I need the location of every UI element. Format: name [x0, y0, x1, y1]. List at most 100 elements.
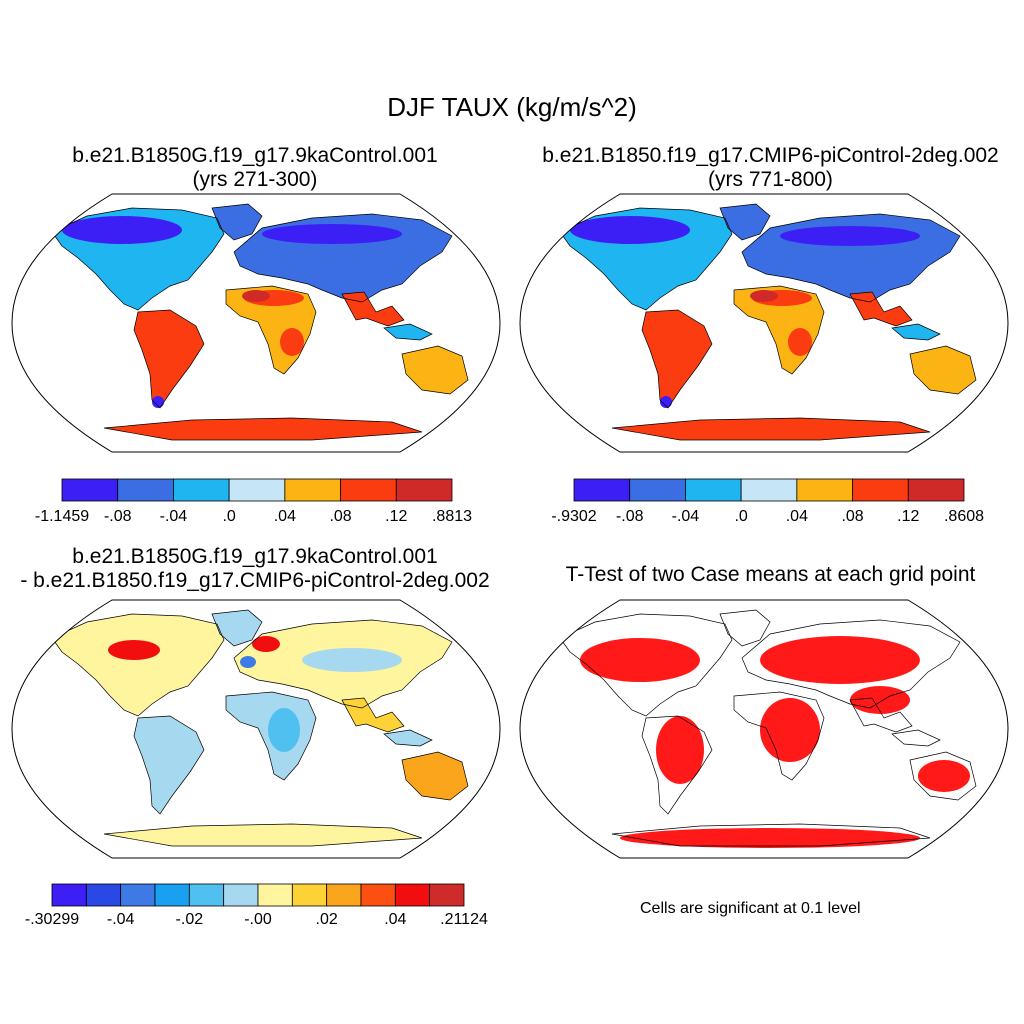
panel3-colorbar-box: [51, 883, 87, 907]
panel1-colorbar-box: [284, 478, 341, 502]
panel2-colorbar-box: [852, 478, 909, 502]
case2-sahara2: [750, 290, 778, 302]
panel3-colorbar: [51, 883, 465, 907]
ttest-na: [580, 638, 700, 682]
panel3-title-line1: b.e21.B1850G.f19_g17.9kaControl.001: [72, 545, 438, 568]
case1-amazon: [154, 322, 190, 342]
ttest-south-america-coast: [641, 715, 713, 815]
ttest-map: [519, 599, 1009, 859]
panel2-title: b.e21.B1850.f19_g17.CMIP6-piControl-2deg…: [517, 144, 1024, 192]
panel3-colorbar-box: [394, 883, 431, 907]
panel2-colorbar-label: .12: [897, 508, 920, 525]
panel2-colorbar: [573, 478, 965, 502]
case2-congo: [788, 328, 812, 356]
panel2-colorbar-box: [629, 478, 686, 502]
panel3-colorbar-box: [360, 883, 396, 907]
panel1-colorbar-label: -1.1459: [34, 508, 90, 525]
panel1-colorbar-label: .04: [273, 508, 296, 525]
difference-siberia-blue: [302, 648, 402, 672]
difference-india-seasia-coast: [341, 697, 405, 733]
panel3-title: b.e21.B1850G.f19_g17.9kaControl.001 - b.…: [10, 545, 500, 593]
case1-africa-coast: [225, 285, 317, 375]
case2-africa-coast: [733, 285, 825, 375]
panel2-colorbar-label: .0: [734, 508, 748, 525]
panel2-colorbar-label: -.08: [615, 508, 644, 525]
case1-greenland: [212, 204, 262, 240]
ttest-asia: [850, 686, 910, 714]
panel3-colorbar-label: -.00: [244, 911, 272, 928]
case2-map: [519, 193, 1009, 453]
difference-greenland: [212, 610, 262, 646]
panel1-title-line2: (yrs 271-300): [192, 168, 318, 191]
panel4-title-line1: T-Test of two Case means at each grid po…: [565, 563, 976, 586]
ttest-africa: [760, 698, 820, 762]
case1-congo: [280, 328, 304, 356]
case1-australia: [402, 346, 468, 394]
difference-antarctica-coast: [103, 823, 423, 847]
difference-indonesia-coast: [383, 729, 433, 747]
case2-australia-coast: [909, 345, 977, 395]
panel2-colorbar-label: .04: [785, 508, 808, 525]
main-title: DJF TAUX (kg/m/s^2): [387, 92, 637, 122]
panel2-colorbar-label: -.04: [671, 508, 700, 525]
panel1-colorbar-label: -.04: [159, 508, 188, 525]
ttest-greenland-coast: [719, 609, 771, 647]
ttest-eurasia: [760, 636, 920, 684]
panel2-title-line2: (yrs 771-800): [708, 168, 833, 191]
panel3-colorbar-box: [291, 883, 328, 907]
case1-sahara2: [242, 290, 270, 302]
panel1-colorbar-box: [117, 478, 174, 502]
case2-north-america-coast: [559, 207, 733, 311]
panel3-colorbar-label: -.04: [106, 911, 135, 928]
panel3-colorbar-label: .04: [384, 911, 407, 928]
panel1-colorbar-label: .12: [385, 508, 408, 525]
panel3-colorbar-box: [326, 883, 362, 907]
panel1-colorbar-box: [395, 478, 453, 502]
case2-amazon: [662, 322, 698, 342]
difference-australia-coast: [401, 751, 469, 801]
case2-india-seasia-coast: [849, 291, 913, 327]
case1-australia-coast: [401, 345, 469, 395]
panel1-colorbar-label: .08: [329, 508, 352, 525]
panel3-colorbar-label: .02: [315, 911, 338, 928]
case1-patagonia: [152, 396, 164, 408]
panel3-colorbar-label: -.30299: [24, 911, 80, 928]
panel3-colorbar-box: [154, 883, 190, 907]
panel3-colorbar-box: [223, 883, 259, 907]
difference-greenland-coast: [211, 609, 263, 647]
case1-map-border: [11, 193, 501, 453]
ttest-significance-note: Cells are significant at 0.1 level: [640, 900, 861, 917]
ttest-australia: [918, 760, 970, 792]
case1-indonesia-coast: [383, 323, 433, 341]
case2-antarctica: [612, 418, 930, 440]
panel1-colorbar-label: .8813: [431, 508, 473, 525]
difference-south-america-coast: [133, 715, 205, 815]
difference-north-america-coast: [51, 613, 225, 717]
case2-indonesia-coast: [891, 323, 941, 341]
case1-eurasia-jet: [262, 224, 402, 244]
difference-n-europe-red: [252, 636, 280, 652]
ttest-north-america-coast: [559, 613, 733, 717]
panel1-colorbar-box: [228, 478, 286, 502]
case1-n-atl-jet: [62, 216, 182, 244]
case1-india-seasia-coast: [341, 291, 405, 327]
panel2-colorbar-box: [685, 478, 742, 502]
case2-eurasia-coast: [741, 213, 961, 303]
ttest-australia-coast: [909, 751, 977, 801]
panel2-colorbar-box: [796, 478, 853, 502]
case2-australia: [910, 346, 976, 394]
panel2-colorbar-box: [907, 478, 965, 502]
panel2-colorbar-label: .8608: [943, 508, 985, 525]
case2-greenland-coast: [719, 203, 771, 241]
panel1-colorbar-box: [61, 478, 119, 502]
panel1-colorbar-box: [173, 478, 230, 502]
case2-indonesia: [892, 324, 940, 340]
case1-north-america-coast: [51, 207, 225, 311]
panel1-title: b.e21.B1850G.f19_g17.9kaControl.001 (yrs…: [10, 144, 500, 192]
panel2-colorbar-box: [740, 478, 798, 502]
difference-south-america: [134, 716, 204, 814]
ttest-map-border: [519, 599, 1009, 859]
panel3-colorbar-box: [257, 883, 293, 907]
case1-south-america-coast: [133, 309, 205, 409]
